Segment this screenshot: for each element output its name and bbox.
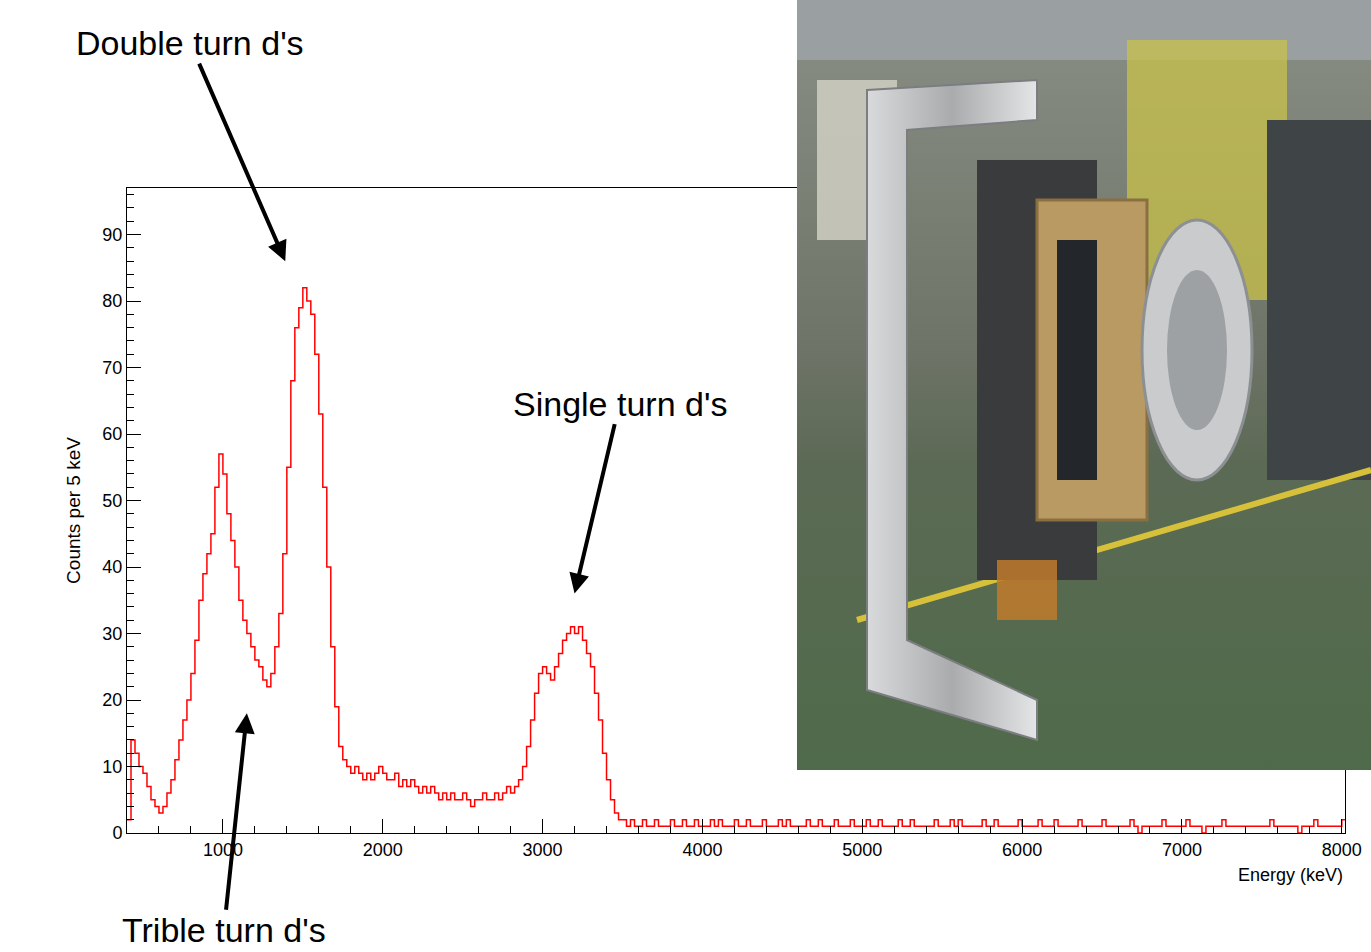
svg-text:3000: 3000 (523, 840, 563, 860)
svg-text:40: 40 (102, 557, 122, 577)
svg-text:1000: 1000 (203, 840, 243, 860)
svg-text:90: 90 (102, 225, 122, 245)
svg-text:4000: 4000 (682, 840, 722, 860)
svg-text:80: 80 (102, 291, 122, 311)
svg-text:Trible turn d's: Trible turn d's (122, 911, 326, 949)
svg-text:Counts per 5 keV: Counts per 5 keV (63, 437, 84, 584)
svg-text:5000: 5000 (842, 840, 882, 860)
svg-text:50: 50 (102, 491, 122, 511)
svg-text:30: 30 (102, 624, 122, 644)
svg-text:8000: 8000 (1322, 840, 1362, 860)
svg-text:70: 70 (102, 358, 122, 378)
svg-text:7000: 7000 (1162, 840, 1202, 860)
svg-text:2000: 2000 (363, 840, 403, 860)
svg-text:Double turn d's: Double turn d's (76, 24, 304, 62)
svg-text:Single turn d's: Single turn d's (513, 385, 727, 423)
svg-text:20: 20 (102, 690, 122, 710)
svg-text:Energy (keV): Energy (keV) (1238, 865, 1343, 885)
svg-text:60: 60 (102, 424, 122, 444)
svg-text:10: 10 (102, 757, 122, 777)
svg-text:6000: 6000 (1002, 840, 1042, 860)
svg-text:0: 0 (112, 823, 122, 843)
